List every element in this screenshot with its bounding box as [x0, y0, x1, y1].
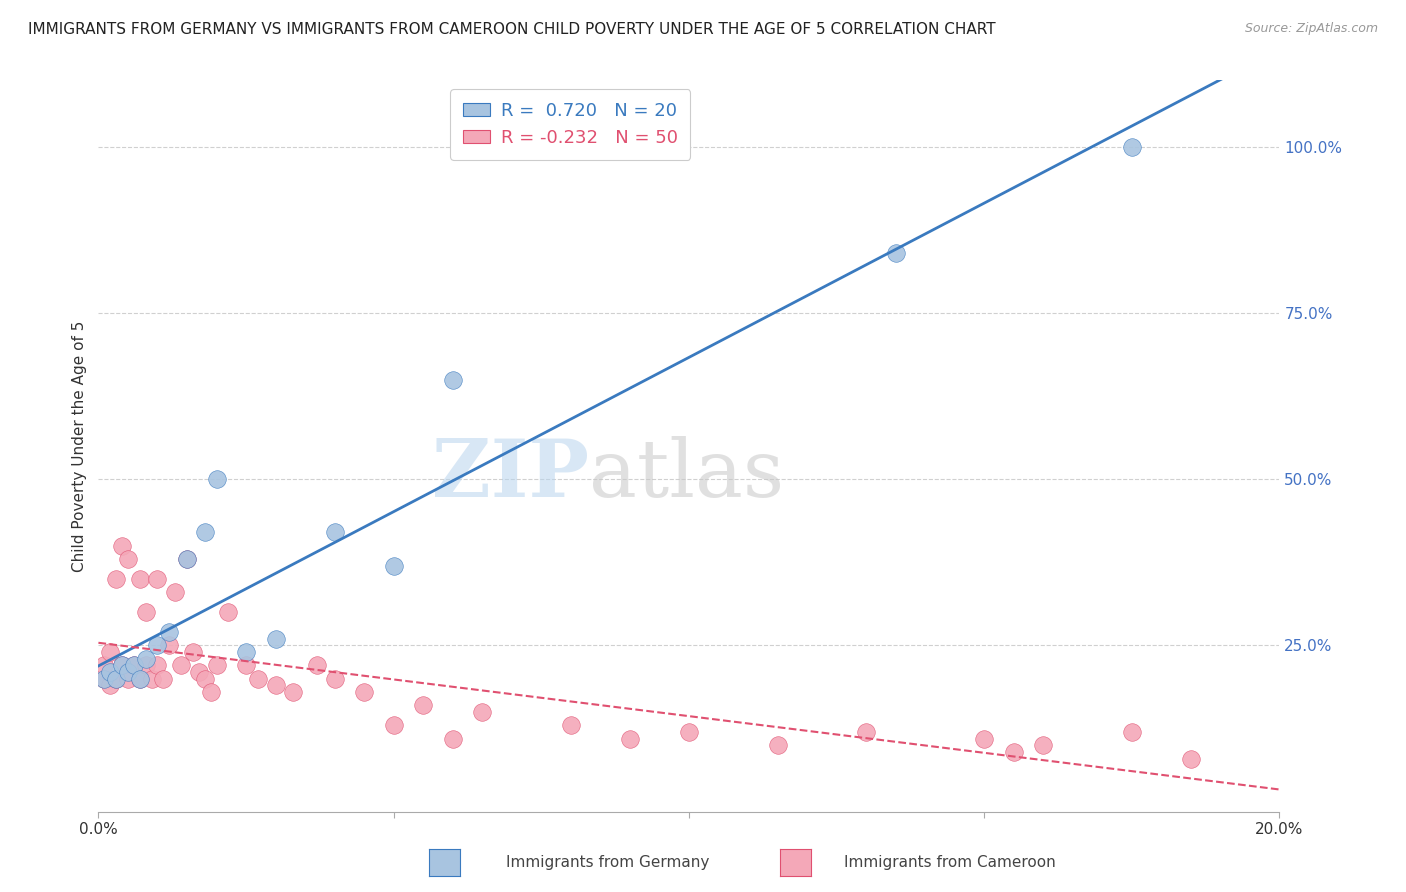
Point — [146, 639, 169, 653]
Point — [122, 658, 145, 673]
Point — [111, 658, 134, 673]
Point — [157, 639, 180, 653]
Point — [194, 672, 217, 686]
Point — [855, 725, 877, 739]
Point — [176, 552, 198, 566]
Point — [471, 705, 494, 719]
Point — [217, 605, 239, 619]
Point — [235, 658, 257, 673]
Legend: R =  0.720   N = 20, R = -0.232   N = 50: R = 0.720 N = 20, R = -0.232 N = 50 — [450, 89, 690, 160]
Point — [1002, 745, 1025, 759]
Point — [194, 525, 217, 540]
Point — [205, 658, 228, 673]
Point — [141, 672, 163, 686]
Text: Immigrants from Germany: Immigrants from Germany — [506, 855, 710, 870]
Point — [105, 672, 128, 686]
Point — [1121, 725, 1143, 739]
Point — [264, 678, 287, 692]
Point — [323, 672, 346, 686]
Point — [1180, 751, 1202, 765]
Point — [678, 725, 700, 739]
Point — [152, 672, 174, 686]
Point — [235, 645, 257, 659]
Point — [165, 585, 187, 599]
Point — [105, 572, 128, 586]
Point — [619, 731, 641, 746]
Point — [93, 672, 115, 686]
Point — [128, 572, 150, 586]
Point — [382, 718, 405, 732]
Point — [146, 572, 169, 586]
Point — [146, 658, 169, 673]
Point — [246, 672, 269, 686]
Point — [117, 672, 139, 686]
Point — [111, 539, 134, 553]
Point — [93, 672, 115, 686]
Point — [170, 658, 193, 673]
Text: atlas: atlas — [589, 436, 783, 515]
Point — [128, 672, 150, 686]
Point — [323, 525, 346, 540]
Point — [205, 472, 228, 486]
Point — [1032, 738, 1054, 752]
Point — [1121, 140, 1143, 154]
Point — [441, 372, 464, 386]
Point — [305, 658, 328, 673]
Point — [176, 552, 198, 566]
Text: ZIP: ZIP — [432, 436, 589, 515]
Point — [135, 605, 157, 619]
Point — [122, 658, 145, 673]
Point — [766, 738, 789, 752]
Text: IMMIGRANTS FROM GERMANY VS IMMIGRANTS FROM CAMEROON CHILD POVERTY UNDER THE AGE : IMMIGRANTS FROM GERMANY VS IMMIGRANTS FR… — [28, 22, 995, 37]
Point — [973, 731, 995, 746]
Point — [93, 658, 115, 673]
Point — [157, 625, 180, 640]
Point — [135, 652, 157, 666]
Point — [98, 665, 121, 679]
Point — [441, 731, 464, 746]
Point — [117, 552, 139, 566]
Point — [264, 632, 287, 646]
Point — [105, 672, 128, 686]
Point — [98, 645, 121, 659]
Point — [111, 658, 134, 673]
Point — [412, 698, 434, 713]
Point — [135, 658, 157, 673]
Text: Immigrants from Cameroon: Immigrants from Cameroon — [844, 855, 1056, 870]
Point — [353, 685, 375, 699]
Point — [128, 672, 150, 686]
Point — [560, 718, 582, 732]
Point — [200, 685, 222, 699]
Point — [884, 246, 907, 260]
Text: Source: ZipAtlas.com: Source: ZipAtlas.com — [1244, 22, 1378, 36]
Point — [382, 558, 405, 573]
Point — [117, 665, 139, 679]
Point — [187, 665, 209, 679]
Point — [98, 678, 121, 692]
Point — [181, 645, 204, 659]
Y-axis label: Child Poverty Under the Age of 5: Child Poverty Under the Age of 5 — [72, 320, 87, 572]
Point — [283, 685, 305, 699]
